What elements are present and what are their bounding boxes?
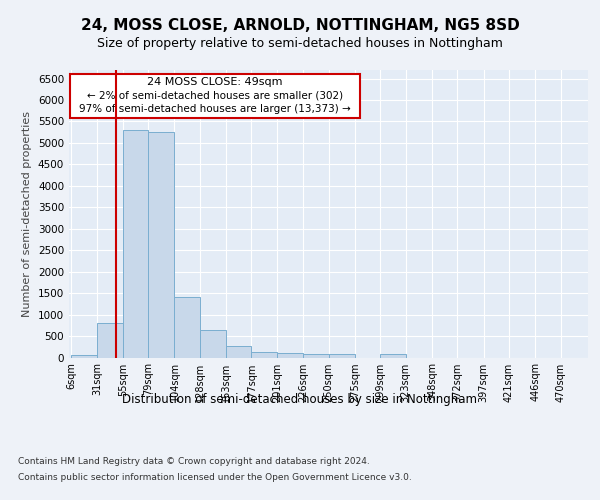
Text: Size of property relative to semi-detached houses in Nottingham: Size of property relative to semi-detach… <box>97 38 503 51</box>
Text: 24, MOSS CLOSE, ARNOLD, NOTTINGHAM, NG5 8SD: 24, MOSS CLOSE, ARNOLD, NOTTINGHAM, NG5 … <box>80 18 520 32</box>
Text: 97% of semi-detached houses are larger (13,373) →: 97% of semi-detached houses are larger (… <box>79 104 351 115</box>
Text: 24 MOSS CLOSE: 49sqm: 24 MOSS CLOSE: 49sqm <box>148 76 283 86</box>
Bar <box>200 330 226 357</box>
Bar <box>123 130 148 358</box>
Bar <box>380 354 406 358</box>
Y-axis label: Number of semi-detached properties: Number of semi-detached properties <box>22 111 32 317</box>
Bar <box>71 356 97 358</box>
Text: Contains HM Land Registry data © Crown copyright and database right 2024.: Contains HM Land Registry data © Crown c… <box>18 458 370 466</box>
Text: Distribution of semi-detached houses by size in Nottingham: Distribution of semi-detached houses by … <box>122 392 478 406</box>
Text: ← 2% of semi-detached houses are smaller (302): ← 2% of semi-detached houses are smaller… <box>87 90 343 101</box>
Bar <box>97 323 123 358</box>
Bar <box>277 353 303 358</box>
Bar <box>175 298 200 358</box>
Text: Contains public sector information licensed under the Open Government Licence v3: Contains public sector information licen… <box>18 472 412 482</box>
Bar <box>251 352 277 358</box>
FancyBboxPatch shape <box>70 74 360 118</box>
Bar <box>148 132 175 358</box>
Bar <box>226 346 251 358</box>
Bar <box>329 354 355 358</box>
Bar <box>303 354 329 358</box>
